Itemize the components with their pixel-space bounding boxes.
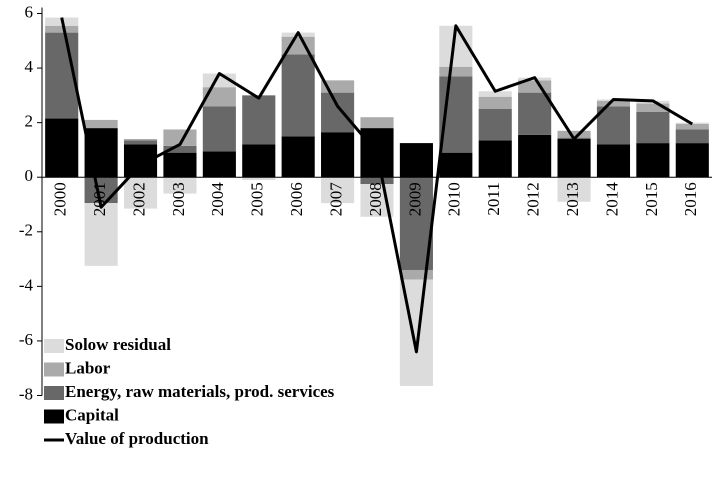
bar-segment (478, 91, 512, 97)
y-tick-label: -4 (19, 275, 34, 294)
bar-segment (321, 92, 355, 133)
legend-label: Energy, raw materials, prod. services (65, 382, 335, 401)
y-tick-label: -6 (19, 330, 33, 349)
x-tick-label: 2004 (208, 182, 227, 217)
x-tick-label: 2016 (681, 182, 700, 216)
y-tick-label: 0 (25, 166, 34, 185)
bar-segment (518, 134, 552, 178)
x-tick-label: 2000 (51, 182, 70, 216)
bar-segment (478, 140, 512, 178)
y-tick-label: 6 (25, 2, 34, 21)
x-tick-label: 2003 (169, 182, 188, 216)
bar-segment (45, 118, 79, 178)
bar-segment (636, 103, 670, 112)
bar-segment (202, 106, 236, 152)
y-tick-label: 2 (25, 112, 34, 131)
bar-segment (636, 111, 670, 144)
legend-label: Labor (65, 358, 111, 377)
bar-segment (399, 143, 433, 178)
bar-segment (45, 25, 79, 33)
bar-segment (439, 66, 473, 77)
x-tick-label: 2002 (129, 182, 148, 216)
bar-segment (123, 139, 158, 141)
bar-segment (518, 92, 552, 135)
x-tick-label: 2008 (366, 182, 385, 216)
legend-swatch (44, 362, 64, 377)
bar-segment (123, 177, 158, 209)
legend-label: Capital (65, 405, 119, 424)
bar-segment (557, 130, 591, 138)
bar-segment (636, 143, 670, 178)
bar-segment (202, 87, 236, 107)
bar-segment (478, 96, 512, 109)
bar-segment (242, 177, 276, 180)
bar-segment (557, 139, 591, 178)
bar-segment (84, 119, 118, 129)
bar-segment (478, 109, 512, 141)
bar-segment (163, 129, 197, 146)
legend-label: Solow residual (65, 335, 171, 354)
legend-swatch (44, 339, 64, 353)
bar-segment (163, 177, 197, 194)
bar-segment (399, 269, 433, 280)
x-tick-label: 2009 (405, 182, 424, 216)
bar-segment (242, 144, 276, 178)
bar-segment (675, 143, 709, 178)
x-tick-label: 2010 (445, 182, 464, 216)
bar-segment (360, 177, 394, 185)
legend-swatch (44, 386, 64, 400)
legend: Solow residual Labor Energy, raw materials… (44, 335, 335, 448)
bar-segment (557, 177, 591, 202)
bar-segment (202, 151, 236, 178)
bar-segment (84, 177, 118, 204)
bar-segment (321, 177, 355, 204)
x-tick-label: 2013 (563, 182, 582, 216)
x-tick-label: 2015 (642, 182, 661, 216)
bar-segment (596, 144, 631, 178)
production-line (60, 17, 694, 354)
y-tick-label: -8 (19, 384, 33, 403)
bar-segment (123, 144, 158, 178)
bar-segment (163, 152, 197, 178)
bar-segment (163, 145, 197, 153)
bar-segment (596, 100, 631, 107)
legend-label: Value of production (65, 429, 209, 448)
bar-segment (242, 95, 276, 145)
x-tick-label: 2011 (484, 182, 503, 215)
x-tick-label: 2005 (248, 182, 267, 216)
x-tick-label: 2007 (326, 182, 345, 217)
y-tick-label: 4 (25, 57, 34, 76)
y-tick-label: -2 (19, 221, 33, 240)
legend-swatch (44, 409, 64, 424)
x-tick-label: 2006 (287, 182, 306, 216)
bar-segment (84, 203, 118, 266)
x-tick-label: 2012 (524, 182, 543, 216)
x-tick-label: 2014 (602, 182, 621, 217)
bar-segment (439, 152, 473, 178)
bar-segment (321, 132, 355, 178)
bar-segment (281, 54, 315, 137)
bar-segment (281, 136, 315, 178)
bar-segment (123, 140, 158, 145)
bar-segment (675, 124, 709, 130)
bar-segment (675, 129, 709, 144)
bar-segment (360, 117, 394, 129)
